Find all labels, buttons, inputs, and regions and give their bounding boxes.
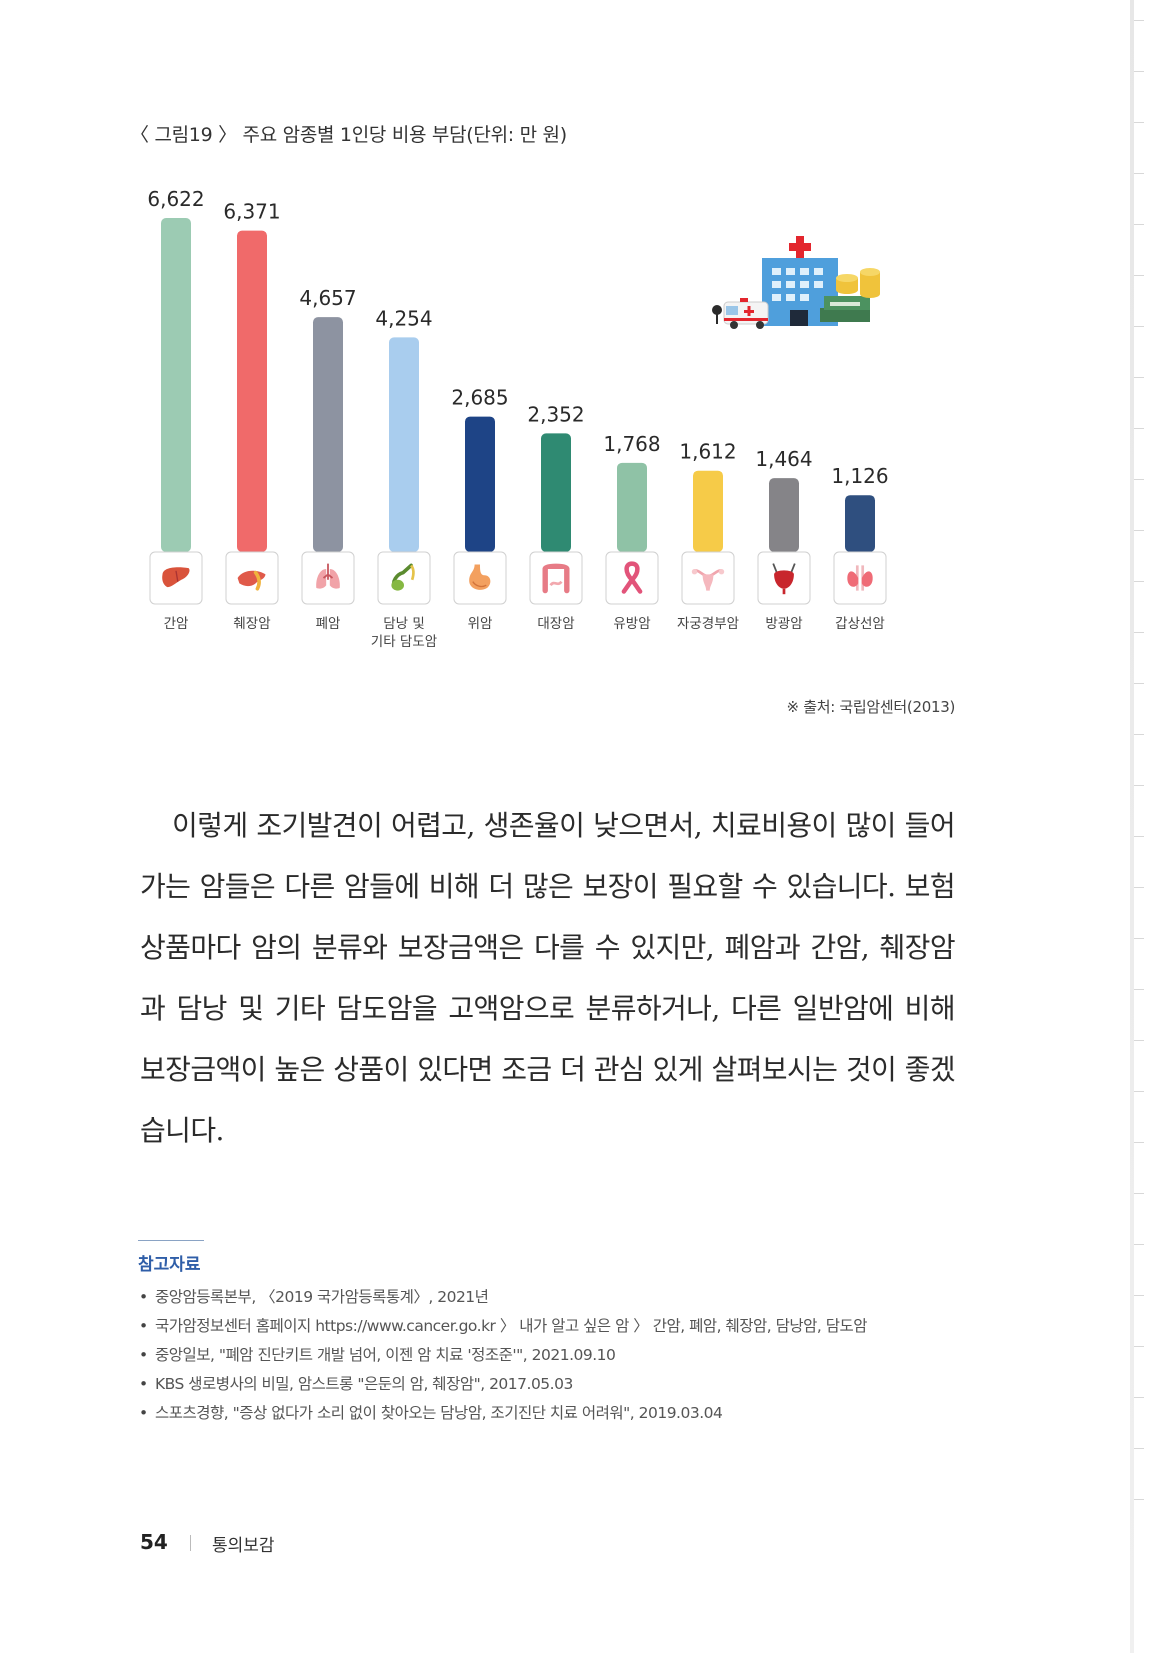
bar bbox=[769, 478, 799, 552]
bar bbox=[389, 337, 419, 552]
figure-source: ※ 출처: 국립암센터(2013) bbox=[786, 698, 955, 716]
reference-item: 국가암정보센터 홈페이지 https://www.cancer.go.kr 〉 … bbox=[138, 1312, 968, 1341]
bar-value-label: 6,371 bbox=[223, 200, 280, 224]
book-title: 통의보감 bbox=[212, 1536, 275, 1556]
category-label: 폐암 bbox=[316, 616, 341, 632]
bar-value-label: 2,352 bbox=[527, 402, 584, 426]
bar-value-label: 4,254 bbox=[375, 306, 432, 330]
category-label: 위암 bbox=[468, 616, 493, 632]
references-title: 참고자료 bbox=[138, 1255, 201, 1275]
bar bbox=[161, 218, 191, 552]
bar-value-label: 6,622 bbox=[147, 187, 204, 211]
reference-item: 중앙암등록본부, 〈2019 국가암등록통계〉, 2021년 bbox=[138, 1283, 968, 1312]
category-label: 대장암 bbox=[537, 616, 574, 632]
bar-value-label: 1,768 bbox=[603, 432, 660, 456]
references-divider bbox=[138, 1240, 204, 1241]
bar-value-label: 1,612 bbox=[679, 440, 736, 464]
category-label: 담낭 및 bbox=[383, 616, 425, 632]
reference-item: KBS 생로병사의 비밀, 암스트롱 "은둔의 암, 췌장암", 2017.05… bbox=[138, 1370, 968, 1399]
bar-value-label: 1,464 bbox=[755, 447, 812, 471]
category-label: 유방암 bbox=[613, 616, 650, 632]
category-label: 췌장암 bbox=[233, 616, 270, 632]
category-label: 자궁경부암 bbox=[677, 616, 739, 632]
bar bbox=[693, 470, 723, 552]
bar-value-label: 4,657 bbox=[299, 286, 356, 310]
bar bbox=[541, 433, 571, 552]
bar bbox=[465, 416, 495, 552]
category-label: 간암 bbox=[164, 616, 189, 632]
organ-icon-box bbox=[377, 551, 431, 605]
page-number: 54 bbox=[140, 1530, 168, 1554]
bar-chart: 6,622 간암 6,371 췌장암 4,657 폐암 4,254 담낭 및기타 담도암 2,6… bbox=[147, 187, 888, 650]
reference-item: 스포츠경향, "증상 없다가 소리 없이 찾아오는 담낭암, 조기진단 치료 어… bbox=[138, 1399, 968, 1428]
bar-value-label: 1,126 bbox=[831, 464, 888, 488]
page-edge-ticks bbox=[1134, 20, 1144, 1640]
organ-icon-box bbox=[833, 551, 887, 605]
bar bbox=[313, 317, 343, 552]
bar bbox=[617, 462, 647, 552]
hospital-illustration bbox=[712, 236, 880, 329]
category-label: 방광암 bbox=[765, 616, 802, 632]
page-edge bbox=[1130, 0, 1134, 1653]
footer-divider bbox=[190, 1535, 191, 1551]
organ-icon-box bbox=[529, 551, 583, 605]
bar bbox=[845, 495, 875, 552]
bar-value-label: 2,685 bbox=[451, 386, 508, 410]
figure-title: 〈 그림19 〉 주요 암종별 1인당 비용 부담(단위: 만 원) bbox=[130, 124, 567, 146]
reference-item: 중앙일보, "폐암 진단키트 개발 넘어, 이젠 암 치료 '정조준'", 20… bbox=[138, 1341, 968, 1370]
bar bbox=[237, 230, 267, 552]
category-label: 갑상선암 bbox=[835, 616, 885, 632]
money-stack-icon bbox=[820, 268, 880, 322]
body-paragraph: 이렇게 조기발견이 어렵고, 생존율이 낮으면서, 치료비용이 많이 들어가는 … bbox=[140, 809, 956, 1147]
references-list: 중앙암등록본부, 〈2019 국가암등록통계〉, 2021년 국가암정보센터 홈… bbox=[138, 1283, 968, 1428]
category-label-line2: 기타 담도암 bbox=[371, 634, 437, 650]
ambulance-icon bbox=[712, 298, 769, 329]
